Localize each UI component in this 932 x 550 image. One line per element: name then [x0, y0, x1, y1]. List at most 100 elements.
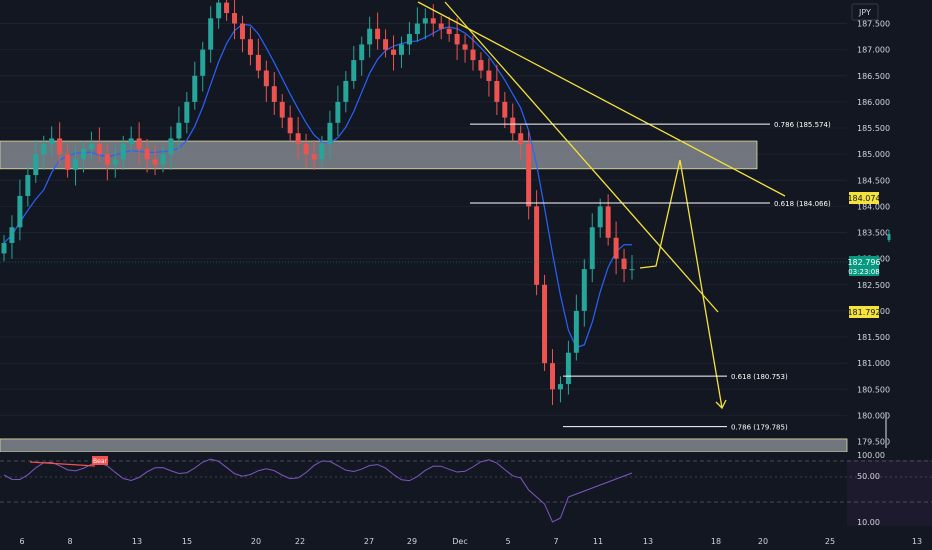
rsi-tick-100: 100.00	[857, 451, 885, 460]
candle-body	[287, 117, 293, 134]
candle-body	[247, 39, 253, 55]
candle-body	[152, 159, 158, 165]
fib-label: 0.786 (179.785)	[731, 424, 788, 432]
time-tick: 6	[19, 537, 24, 546]
candle-body	[184, 101, 190, 123]
candle-body	[57, 138, 63, 155]
time-tick: 8	[67, 537, 72, 546]
candle-body	[104, 154, 110, 165]
time-tick: 15	[182, 537, 192, 546]
time-tick: 20	[251, 537, 261, 546]
candle-body	[232, 13, 238, 24]
candle-body	[25, 175, 31, 196]
right-edge-candles	[885, 230, 891, 448]
time-tick: 25	[825, 537, 835, 546]
candle-body	[176, 122, 182, 139]
candle-body	[128, 138, 134, 144]
price-badge-lower: 181.792	[847, 306, 881, 318]
candle-body	[359, 44, 365, 61]
candle-body	[80, 148, 86, 160]
price-tick: 183.500	[857, 229, 890, 238]
candle-body	[351, 60, 357, 81]
price-tick: 185.000	[857, 150, 890, 159]
time-axis[interactable]: 6 8 13 15 20 22 27 29 Dec 5 7 11 13 18 20 25 13	[19, 537, 922, 546]
grid	[0, 23, 847, 443]
candle-body	[367, 28, 373, 45]
candle-body	[550, 363, 556, 390]
trendline-lower[interactable]	[444, 1, 719, 313]
price-tick: 186.500	[857, 72, 890, 81]
fib-label: 0.618 (180.753)	[731, 373, 788, 381]
fib-label: 0.618 (184.066)	[774, 200, 831, 208]
candle-body	[192, 75, 198, 102]
currency-label[interactable]: JPY	[851, 3, 879, 21]
time-tick: 20	[758, 537, 768, 546]
candle-body	[41, 143, 47, 155]
trendline-upper[interactable]	[417, 1, 786, 197]
candle-body	[263, 70, 269, 87]
price-badge-current: 182.796 03:23:08	[847, 256, 881, 276]
candle-body	[462, 44, 468, 50]
svg-text:182.796: 182.796	[847, 258, 880, 267]
candlesticks	[1, 0, 635, 405]
candle-body	[383, 39, 389, 50]
rsi-line	[3, 458, 633, 523]
time-tick: 13	[912, 537, 922, 546]
price-tick: 186.000	[857, 98, 890, 107]
zone-box[interactable]	[0, 140, 758, 170]
svg-text:JPY: JPY	[858, 8, 871, 17]
candle-body	[454, 33, 460, 45]
price-tick: 181.000	[857, 359, 890, 368]
candle-body	[168, 138, 174, 155]
candle-body	[255, 54, 261, 71]
rsi-panel[interactable]: Bear 100.00 50.00 10.00	[0, 451, 932, 530]
candle-body	[73, 159, 79, 170]
time-tick: 29	[407, 537, 417, 546]
projection-path[interactable]	[639, 159, 723, 409]
candle-body	[136, 138, 142, 149]
support-resistance-zones	[0, 140, 848, 453]
price-tick: 187.000	[857, 46, 890, 55]
price-tick: 179.500	[857, 438, 890, 447]
candle-body	[478, 60, 484, 71]
svg-text:Bear: Bear	[93, 458, 107, 465]
price-tick: 180.000	[857, 411, 890, 420]
price-badge-upper: 184.074	[847, 192, 881, 204]
candle-body	[335, 101, 341, 123]
fib-label: 0.786 (185.574)	[774, 121, 831, 129]
candle-body	[120, 143, 126, 160]
candle-body	[597, 206, 603, 228]
candle-body	[470, 49, 476, 61]
candle-body	[486, 70, 492, 81]
candle-body	[406, 33, 412, 45]
candle-body	[414, 23, 420, 34]
candle-body	[88, 143, 94, 149]
candle-body	[613, 237, 619, 259]
candle-body	[446, 28, 452, 34]
svg-text:03:23:08: 03:23:08	[848, 268, 879, 276]
candle-body	[398, 44, 404, 55]
candle-body	[518, 133, 524, 144]
time-tick: 22	[295, 537, 305, 546]
price-tick: 187.500	[857, 20, 890, 29]
time-tick: 13	[643, 537, 653, 546]
price-tick: 184.500	[857, 176, 890, 185]
candle-body	[542, 284, 548, 364]
time-tick: 18	[711, 537, 721, 546]
time-tick: 7	[553, 537, 558, 546]
candle-body	[33, 154, 39, 176]
time-tick: Dec	[452, 537, 467, 546]
candle-body	[96, 143, 102, 155]
time-tick: 13	[132, 537, 142, 546]
candle-body	[295, 133, 301, 144]
candle-body	[49, 138, 55, 144]
trendline-drawings[interactable]	[417, 1, 786, 410]
zone-box[interactable]	[0, 438, 848, 453]
rsi-tick-10: 10.00	[857, 518, 880, 527]
candle-body	[534, 206, 540, 285]
candle-body	[160, 154, 166, 165]
candle-body	[391, 49, 397, 55]
candle-body	[200, 49, 206, 76]
candle-body	[557, 384, 563, 390]
